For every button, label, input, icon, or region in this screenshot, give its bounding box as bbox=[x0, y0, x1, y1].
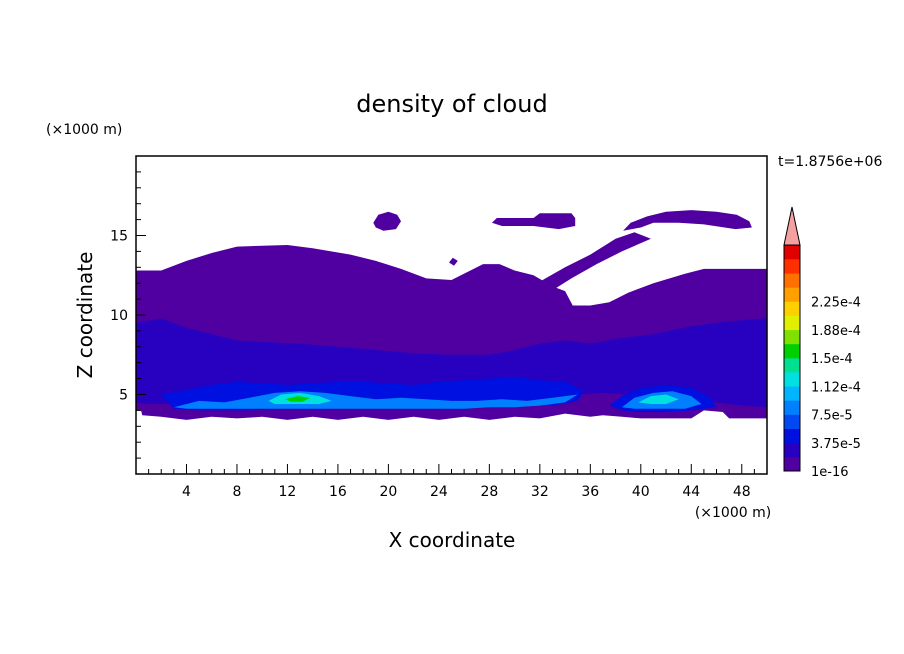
colorbar-label: 1.12e-4 bbox=[811, 380, 861, 395]
colorbar-label: 7.5e-5 bbox=[811, 409, 853, 424]
colorbar-segment bbox=[784, 358, 800, 373]
x-tick-label: 28 bbox=[480, 484, 498, 500]
x-tick-label: 44 bbox=[682, 484, 700, 500]
cloud-region-4 bbox=[373, 211, 401, 231]
cloud-region-2 bbox=[623, 210, 752, 231]
colorbar-segment bbox=[784, 428, 800, 444]
x-unit-label: (×1000 m) bbox=[695, 505, 771, 521]
colorbar-segment bbox=[784, 372, 800, 387]
colorbar-label: 1.88e-4 bbox=[811, 324, 861, 339]
colorbar-extend-arrow bbox=[783, 206, 801, 246]
x-tick-label: 36 bbox=[581, 484, 599, 500]
y-tick-label: 15 bbox=[110, 229, 128, 245]
colorbar-segment bbox=[784, 442, 800, 458]
colorbar-label: 2.25e-4 bbox=[811, 296, 861, 311]
x-tick-label: 12 bbox=[279, 484, 297, 500]
x-tick-label: 48 bbox=[733, 484, 751, 500]
colorbar-segment bbox=[784, 287, 800, 302]
y-unit-label: (×1000 m) bbox=[46, 122, 122, 138]
cloud-regions bbox=[136, 210, 767, 420]
colorbar-segment bbox=[784, 343, 800, 359]
colorbar-segment bbox=[784, 315, 800, 331]
cloud-region-9 bbox=[173, 391, 578, 409]
x-tick-label: 20 bbox=[379, 484, 397, 500]
x-axis-label: X coordinate bbox=[389, 528, 516, 552]
colorbar-segment bbox=[784, 456, 800, 472]
colorbar-frame bbox=[783, 244, 801, 472]
x-tick-label: 16 bbox=[329, 484, 347, 500]
colorbar: 1e-16 3.75e-5 7.5e-5 1.12e-4 1.5e-4 1.88e-4 2.… bbox=[783, 206, 861, 480]
chart-title: density of cloud bbox=[356, 90, 547, 118]
x-tick-label: 4 bbox=[182, 484, 191, 500]
colorbar-segment bbox=[784, 259, 800, 274]
colorbar-segment bbox=[784, 386, 800, 401]
colorbar-segment bbox=[784, 273, 800, 288]
colorbar-label: 1.5e-4 bbox=[811, 352, 853, 367]
x-tick-label: 40 bbox=[632, 484, 650, 500]
colorbar-label: 3.75e-5 bbox=[811, 437, 861, 452]
y-tick-label: 5 bbox=[119, 388, 128, 404]
colorbar-segment bbox=[784, 245, 800, 260]
colorbar-segment bbox=[784, 400, 800, 415]
x-tick-label: 32 bbox=[531, 484, 549, 500]
cloud-region-1 bbox=[522, 232, 651, 306]
x-tick-label: 24 bbox=[430, 484, 448, 500]
time-label: t=1.8756e+06 bbox=[778, 154, 882, 170]
cloud-region-12 bbox=[638, 394, 679, 404]
y-axis-label: Z coordinate bbox=[73, 252, 97, 379]
colorbar-segment bbox=[784, 329, 800, 345]
colorbar-label: 1e-16 bbox=[811, 465, 849, 480]
colorbar-segment bbox=[784, 301, 800, 316]
y-tick-label: 10 bbox=[110, 308, 128, 324]
cloud-region-13 bbox=[284, 396, 311, 402]
colorbar-segment bbox=[784, 414, 800, 429]
cloud-region-5 bbox=[449, 257, 458, 266]
cloud-region-3 bbox=[491, 213, 576, 230]
x-tick-label: 8 bbox=[232, 484, 241, 500]
